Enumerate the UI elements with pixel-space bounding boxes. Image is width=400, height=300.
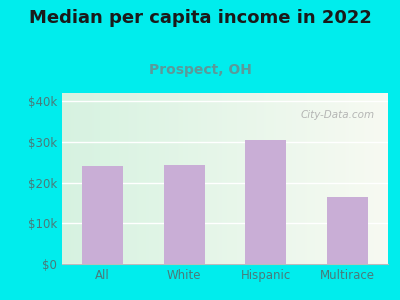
Bar	[245, 140, 286, 264]
Text: Median per capita income in 2022: Median per capita income in 2022	[28, 9, 372, 27]
Bar	[164, 166, 205, 264]
Text: Prospect, OH: Prospect, OH	[148, 63, 252, 77]
Text: City-Data.com: City-Data.com	[301, 110, 375, 120]
Bar	[327, 197, 368, 264]
Bar	[82, 166, 123, 264]
